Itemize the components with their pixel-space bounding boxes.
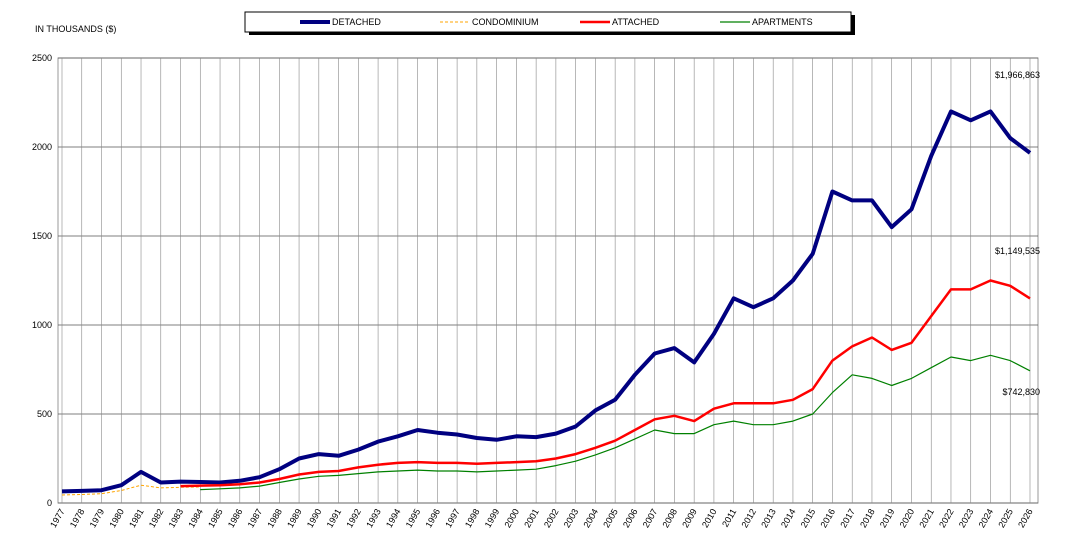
legend-label: ATTACHED: [612, 17, 660, 27]
x-tick-label: 2023: [957, 507, 976, 529]
x-tick-label: 1982: [147, 507, 166, 529]
y-tick-label: 0: [47, 498, 52, 508]
x-tick-label: 1989: [285, 507, 304, 529]
x-tick-label: 1986: [226, 507, 245, 529]
x-tick-label: 1994: [384, 507, 403, 529]
annotation: $1,149,535: [995, 246, 1040, 256]
annotation: $1,966,863: [995, 70, 1040, 80]
x-tick-label: 1981: [127, 507, 146, 529]
x-tick-label: 1987: [246, 507, 265, 529]
x-tick-label: 2013: [759, 507, 778, 529]
x-tick-label: 1991: [325, 507, 344, 529]
series-line: [200, 354, 1031, 491]
x-tick-label: 2024: [977, 507, 996, 529]
x-tick-label: 1980: [107, 507, 126, 529]
x-tick-label: 1985: [206, 507, 225, 529]
legend-label: CONDOMINIUM: [472, 17, 539, 27]
x-tick-label: 2017: [838, 507, 857, 529]
x-tick-label: 2020: [898, 507, 917, 529]
x-tick-label: 2012: [739, 507, 758, 529]
x-tick-label: 1988: [265, 507, 284, 529]
x-tick-label: 1997: [443, 507, 462, 529]
x-tick-label: 2019: [878, 507, 897, 529]
x-tick-label: 1999: [483, 507, 502, 529]
x-tick-label: 2026: [1016, 507, 1035, 529]
x-tick-label: 1978: [68, 507, 87, 529]
x-tick-label: 2003: [562, 507, 581, 529]
x-tick-label: 2009: [680, 507, 699, 529]
x-tick-label: 2025: [996, 507, 1015, 529]
x-tick-label: 2007: [641, 507, 660, 529]
annotation: $742,830: [1002, 387, 1040, 397]
x-tick-label: 2006: [621, 507, 640, 529]
legend-label: APARTMENTS: [752, 17, 813, 27]
x-tick-label: 2015: [799, 507, 818, 529]
x-tick-label: 2010: [700, 507, 719, 529]
x-tick-label: 2016: [819, 507, 838, 529]
x-tick-label: 2008: [660, 507, 679, 529]
y-tick-label: 2500: [32, 53, 52, 63]
x-tick-label: 2018: [858, 507, 877, 529]
x-tick-label: 2001: [522, 507, 541, 529]
x-tick-label: 1993: [364, 507, 383, 529]
x-tick-label: 2000: [502, 507, 521, 529]
x-tick-label: 2021: [917, 507, 936, 529]
x-tick-label: 2005: [601, 507, 620, 529]
y-tick-label: 2000: [32, 142, 52, 152]
x-tick-label: 1998: [463, 507, 482, 529]
series-line: [180, 279, 1031, 488]
x-tick-label: 1996: [423, 507, 442, 529]
y-tick-label: 1500: [32, 231, 52, 241]
x-tick-label: 2004: [581, 507, 600, 529]
x-tick-label: 1979: [88, 507, 107, 529]
x-tick-label: 1990: [305, 507, 324, 529]
x-tick-label: 1983: [167, 507, 186, 529]
x-tick-label: 1995: [404, 507, 423, 529]
x-tick-label: 2002: [542, 507, 561, 529]
x-tick-label: 2014: [779, 507, 798, 529]
legend-label: DETACHED: [332, 17, 381, 27]
y-tick-label: 500: [37, 409, 52, 419]
x-tick-label: 1992: [344, 507, 363, 529]
legend-box: [244, 11, 852, 33]
x-tick-label: 2011: [720, 507, 738, 529]
y-tick-label: 1000: [32, 320, 52, 330]
series-line: [61, 109, 1032, 494]
series-line: [61, 484, 201, 496]
x-tick-label: 1977: [48, 507, 67, 529]
y-axis-label: IN THOUSANDS ($): [35, 24, 116, 34]
x-tick-label: 1984: [186, 507, 205, 529]
x-tick-label: 2022: [937, 507, 956, 529]
